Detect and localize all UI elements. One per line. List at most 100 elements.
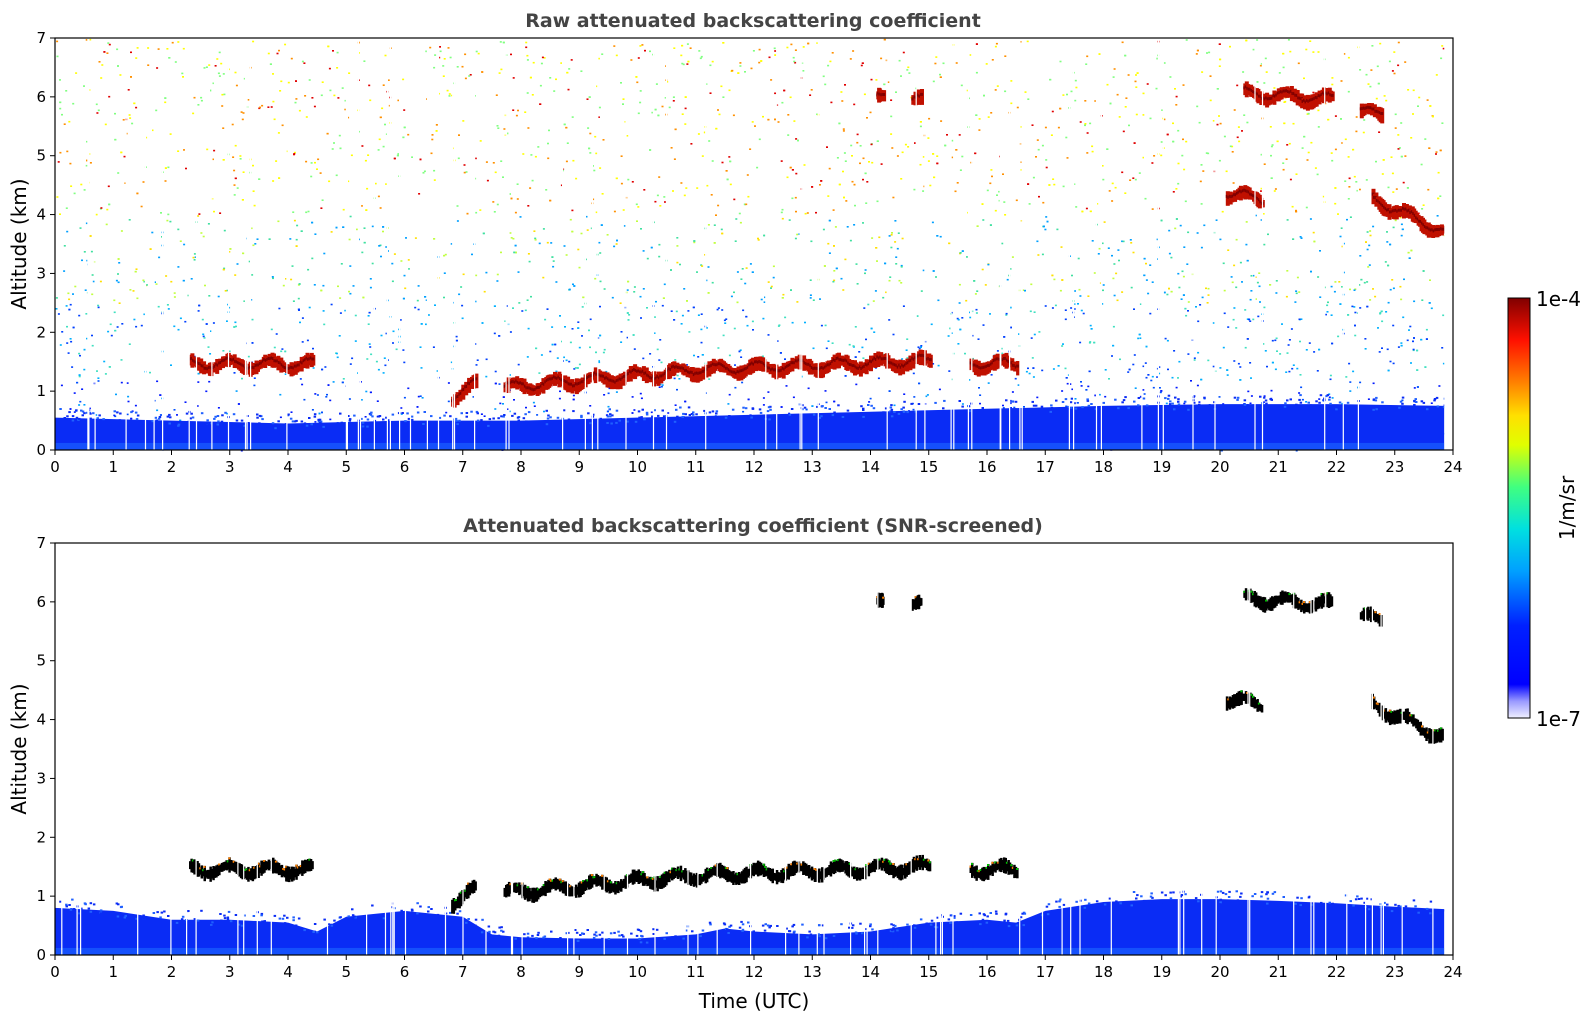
surface-band: [55, 947, 1445, 955]
x-tick-label: 22: [1327, 963, 1346, 981]
cirrus-3: [1243, 81, 1335, 111]
x-tick-label: 2: [167, 458, 177, 476]
cirrus-4: [1359, 103, 1385, 124]
y-axis-label: Altitude (km): [7, 683, 31, 814]
x-tick-label: 10: [628, 963, 647, 981]
x-tick-label: 17: [1036, 963, 1055, 981]
y-tick-label: 6: [36, 88, 46, 106]
x-tick-label: 10: [628, 458, 647, 476]
x-tick-label: 5: [341, 458, 351, 476]
x-tick-label: 18: [1094, 458, 1113, 476]
x-tick-label: 4: [283, 963, 293, 981]
x-tick-label: 15: [919, 963, 938, 981]
cirrus-2: [911, 89, 924, 106]
y-tick-label: 5: [36, 652, 46, 670]
y-tick-label: 0: [36, 946, 46, 964]
x-tick-label: 21: [1269, 963, 1288, 981]
x-tick-label: 23: [1385, 458, 1404, 476]
snr-screened-backscatter-panel: Attenuated backscattering coefficient (S…: [7, 515, 1463, 1013]
cirrus-2: [911, 594, 923, 611]
x-tick-label: 1: [108, 458, 118, 476]
data-gaps: [61, 543, 1434, 955]
panel-title: Raw attenuated backscattering coefficien…: [525, 10, 981, 32]
x-tick-label: 16: [977, 963, 996, 981]
x-tick-label: 19: [1152, 963, 1171, 981]
x-tick-label: 6: [400, 458, 410, 476]
colorbar: 1e-4 1e-7 1/m/sr: [1507, 287, 1581, 731]
y-tick-label: 1: [36, 887, 46, 905]
plot-frame: [54, 37, 1454, 451]
x-tick-label: 7: [458, 458, 468, 476]
x-tick-label: 20: [1210, 963, 1229, 981]
x-tick-label: 5: [341, 963, 351, 981]
x-tick-label: 14: [861, 458, 880, 476]
surface-band: [55, 442, 1445, 450]
x-tick-label: 8: [516, 458, 526, 476]
cloud-layer-low-5: [969, 857, 1019, 882]
x-tick-label: 11: [686, 458, 705, 476]
y-ticks: 0 1 2 3 4 5 6 7: [36, 534, 55, 964]
plot-area: [55, 38, 1453, 452]
x-tick-label: 23: [1385, 963, 1404, 981]
x-tick-label: 11: [686, 963, 705, 981]
x-tick-label: 22: [1327, 458, 1346, 476]
colorbar-max-label: 1e-4: [1536, 287, 1581, 311]
x-tick-label: 8: [516, 963, 526, 981]
raw-backscatter-panel: Raw attenuated backscattering coefficien…: [7, 10, 1463, 476]
y-tick-label: 5: [36, 147, 46, 165]
no-data-region: [1444, 543, 1453, 955]
x-tick-label: 13: [803, 963, 822, 981]
cloud-layer-low-1: [189, 352, 316, 377]
no-data-region: [1444, 38, 1453, 450]
x-tick-label: 6: [400, 963, 410, 981]
x-tick-label: 12: [744, 963, 763, 981]
x-tick-label: 1: [108, 963, 118, 981]
x-tick-label: 4: [283, 458, 293, 476]
cirrus-3: [1243, 588, 1334, 614]
colorbar-gradient: [1507, 297, 1531, 719]
x-tick-label: 14: [861, 963, 880, 981]
x-tick-label: 24: [1443, 963, 1462, 981]
plot-area: [55, 543, 1453, 955]
x-tick-label: 15: [919, 458, 938, 476]
x-tick-label: 7: [458, 963, 468, 981]
x-tick-label: 20: [1210, 458, 1229, 476]
x-tick-label: 16: [977, 458, 996, 476]
x-tick-label: 13: [803, 458, 822, 476]
x-tick-label: 18: [1094, 963, 1113, 981]
cloud-layer-low-2: [451, 879, 477, 914]
data-gaps: [87, 38, 1359, 450]
y-tick-label: 4: [36, 711, 46, 729]
x-tick-label: 17: [1036, 458, 1055, 476]
colorbar-min-label: 1e-7: [1536, 707, 1581, 731]
y-axis-label: Altitude (km): [7, 178, 31, 309]
colorbar-unit-label: 1/m/sr: [1555, 475, 1579, 540]
x-tick-label: 3: [225, 963, 235, 981]
y-tick-label: 7: [36, 29, 46, 47]
x-tick-label: 24: [1443, 458, 1462, 476]
panel-title: Attenuated backscattering coefficient (S…: [463, 515, 1043, 537]
x-tick-label: 0: [50, 458, 60, 476]
x-tick-label: 9: [574, 963, 584, 981]
boundary-layer-edge: [59, 394, 1447, 430]
x-tick-label: 21: [1269, 458, 1288, 476]
cloud-mid-1: [1225, 185, 1265, 209]
cloud-mid-2: [1371, 188, 1446, 238]
x-axis-label: Time (UTC): [698, 989, 810, 1013]
cloud-layer-low-4: [695, 854, 932, 888]
x-tick-label: 9: [574, 458, 584, 476]
cloud-layer-low-3: [503, 361, 700, 396]
y-tick-label: 0: [36, 441, 46, 459]
x-tick-label: 3: [225, 458, 235, 476]
boundary-layer: [55, 899, 1445, 955]
cirrus-1: [876, 87, 887, 103]
y-tick-label: 4: [36, 206, 46, 224]
x-tick-label: 0: [50, 963, 60, 981]
y-tick-label: 3: [36, 769, 46, 787]
cloud-mid-1: [1225, 690, 1264, 713]
noise-field: [55, 38, 1446, 452]
x-tick-label: 2: [167, 963, 177, 981]
y-tick-label: 7: [36, 534, 46, 552]
y-tick-label: 2: [36, 323, 46, 341]
